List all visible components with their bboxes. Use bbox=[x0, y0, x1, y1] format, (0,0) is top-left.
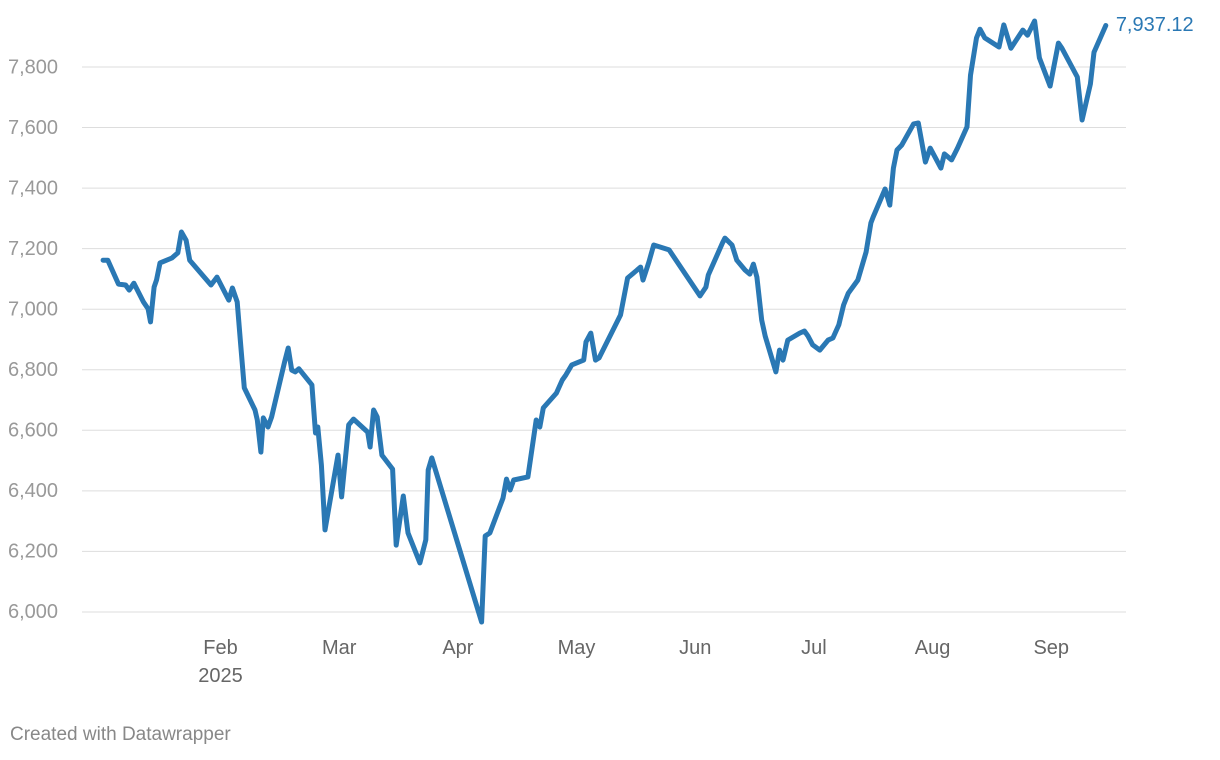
y-tick-label: 6,400 bbox=[8, 480, 58, 502]
x-tick-label: Aug bbox=[914, 637, 951, 659]
y-tick-label: 6,200 bbox=[8, 541, 58, 563]
x-tick-label: May bbox=[557, 637, 596, 659]
x-tick-label: Sep bbox=[1033, 637, 1070, 659]
y-tick-label: 6,800 bbox=[8, 359, 58, 381]
value-label: 7,937.12 bbox=[1116, 14, 1194, 36]
footer: Created with Datawrapper bbox=[10, 724, 231, 745]
line bbox=[100, 18, 1109, 625]
y-tick-label: 6,000 bbox=[8, 601, 58, 623]
y-tick-label: 7,000 bbox=[8, 298, 58, 320]
x-tick-label: Mar bbox=[321, 637, 357, 659]
x-tick-label: Jul bbox=[801, 637, 827, 659]
x-tick-label: Apr bbox=[442, 637, 474, 659]
y-tick-label: 6,600 bbox=[8, 420, 58, 442]
x-tick-label: Feb 2025 bbox=[198, 637, 243, 687]
y-tick-label: 7,400 bbox=[8, 177, 58, 199]
x-tick-label: Jun bbox=[679, 637, 712, 659]
y-tick-label: 7,200 bbox=[8, 238, 58, 260]
y-tick-label: 7,800 bbox=[8, 56, 58, 78]
y-tick-label: 7,600 bbox=[8, 117, 58, 139]
